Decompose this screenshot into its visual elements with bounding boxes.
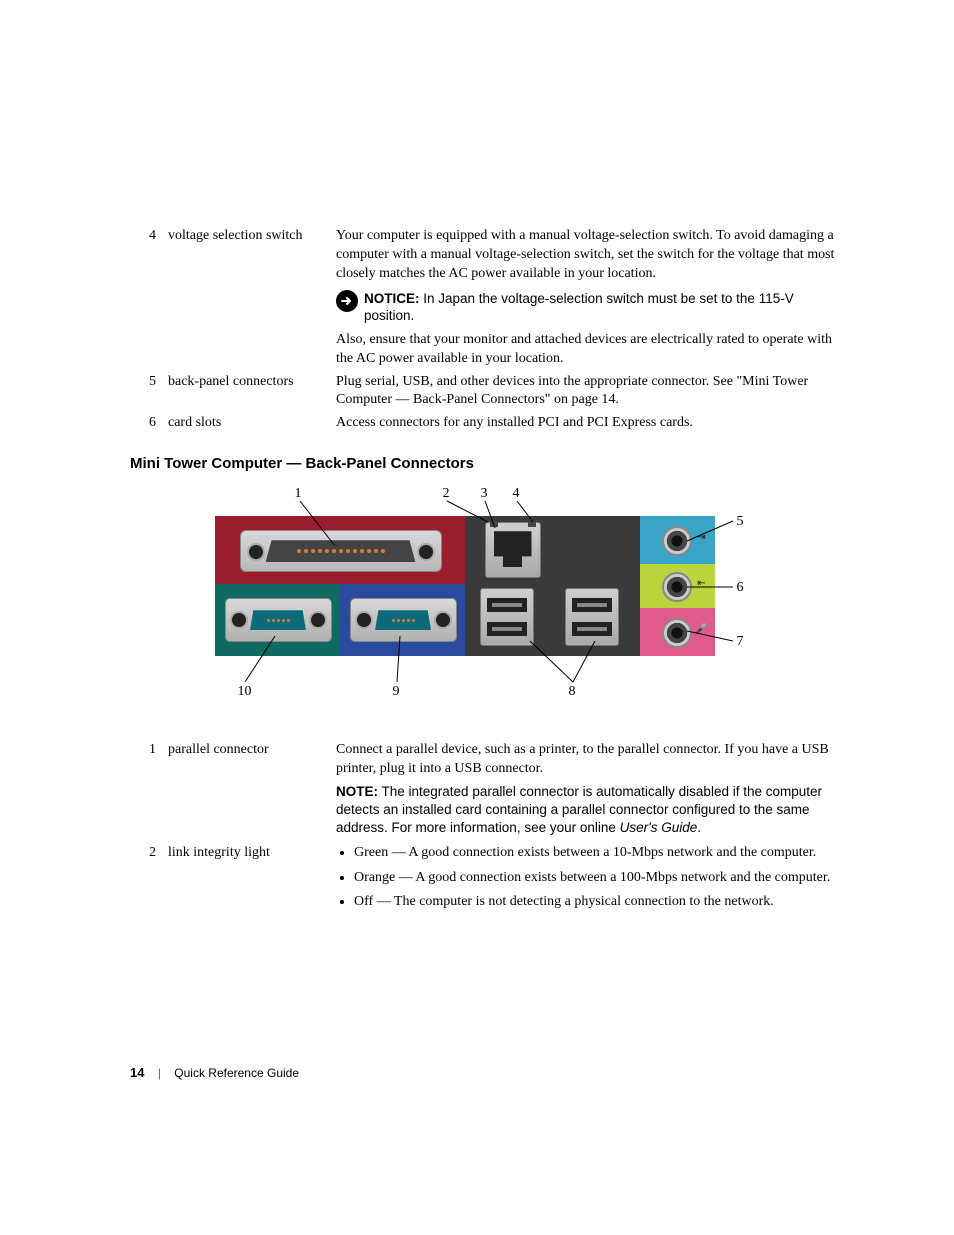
list-item: Green — A good connection exists between… — [354, 844, 835, 863]
callout-4: 4 — [513, 486, 520, 502]
parallel-pins — [266, 540, 416, 562]
note-tail: . — [697, 820, 701, 835]
serial-port-icon — [350, 598, 457, 642]
row-num: 1 — [130, 738, 164, 840]
screw-icon — [434, 611, 452, 629]
audio-jack-icon — [662, 618, 692, 648]
screw-icon — [417, 543, 435, 561]
note: NOTE: The integrated parallel connector … — [336, 783, 835, 838]
activity-light-icon — [528, 521, 536, 527]
row-label: parallel connector — [164, 738, 332, 840]
callout-7: 7 — [737, 634, 744, 650]
row-num: 2 — [130, 841, 164, 922]
back-panel-diagram: ⇥ ⇤ 🎤 1 2 3 4 5 6 7 8 9 10 — [135, 486, 835, 716]
line-out-zone: ⇤ — [640, 564, 715, 608]
row-label: card slots — [164, 412, 332, 435]
row-num: 4 — [130, 225, 164, 371]
usb-ports-icon — [565, 588, 619, 646]
notice-text: NOTICE: In Japan the voltage-selection s… — [364, 290, 835, 325]
line-in-zone: ⇥ — [640, 516, 715, 564]
row-label: link integrity light — [164, 841, 332, 922]
link-light-icon — [490, 521, 498, 527]
callout-9: 9 — [393, 684, 400, 700]
desc-text-2: Also, ensure that your monitor and attac… — [336, 331, 835, 369]
audio-jack-icon — [662, 572, 692, 602]
callout-2: 2 — [443, 486, 450, 502]
table-row: 2 link integrity light Green — A good co… — [130, 841, 839, 922]
top-table: 4 voltage selection switch Your computer… — [130, 225, 839, 435]
serial2-zone — [340, 584, 465, 656]
note-text: The integrated parallel connector is aut… — [336, 784, 822, 835]
callout-5: 5 — [737, 514, 744, 530]
screw-icon — [230, 611, 248, 629]
network-port-icon — [485, 522, 541, 578]
desc-text: Your computer is equipped with a manual … — [336, 227, 835, 284]
desc-text: Connect a parallel device, such as a pri… — [336, 741, 835, 779]
footer-title: Quick Reference Guide — [174, 1066, 299, 1080]
notice-label: NOTICE: — [364, 291, 420, 306]
bullet-list: Green — A good connection exists between… — [336, 844, 835, 913]
row-desc: Plug serial, USB, and other devices into… — [332, 371, 839, 413]
list-item: Off — The computer is not detecting a ph… — [354, 893, 835, 912]
screw-icon — [309, 611, 327, 629]
notice-body: In Japan the voltage-selection switch mu… — [364, 291, 794, 324]
serial-port-icon — [225, 598, 332, 642]
page-footer: 14 | Quick Reference Guide — [130, 1065, 299, 1080]
page-number: 14 — [130, 1065, 144, 1080]
callout-6: 6 — [737, 580, 744, 596]
row-label: voltage selection switch — [164, 225, 332, 371]
mic-zone: 🎤 — [640, 608, 715, 656]
callout-1: 1 — [295, 486, 302, 502]
usb-network-zone — [465, 516, 640, 656]
page: 4 voltage selection switch Your computer… — [0, 0, 954, 1235]
row-desc: Green — A good connection exists between… — [332, 841, 839, 922]
callout-3: 3 — [481, 486, 488, 502]
table-row: 1 parallel connector Connect a parallel … — [130, 738, 839, 840]
section-heading: Mini Tower Computer — Back-Panel Connect… — [130, 455, 839, 472]
table-row: 6 card slots Access connectors for any i… — [130, 412, 839, 435]
footer-separator: | — [158, 1066, 161, 1080]
parallel-port-icon — [240, 530, 442, 572]
parallel-zone — [215, 516, 465, 584]
note-label: NOTE: — [336, 784, 378, 799]
line-in-icon: ⇥ — [695, 532, 709, 543]
line-out-icon: ⇤ — [695, 578, 709, 589]
bottom-table: 1 parallel connector Connect a parallel … — [130, 738, 839, 921]
row-num: 6 — [130, 412, 164, 435]
row-label: back-panel connectors — [164, 371, 332, 413]
callout-8: 8 — [569, 684, 576, 700]
callout-10: 10 — [238, 684, 252, 700]
audio-jack-icon — [662, 526, 692, 556]
row-num: 5 — [130, 371, 164, 413]
row-desc: Connect a parallel device, such as a pri… — [332, 738, 839, 840]
screw-icon — [247, 543, 265, 561]
notice-arrow-icon — [336, 290, 358, 312]
row-desc: Access connectors for any installed PCI … — [332, 412, 839, 435]
screw-icon — [355, 611, 373, 629]
notice: NOTICE: In Japan the voltage-selection s… — [336, 290, 835, 325]
mic-icon: 🎤 — [695, 624, 709, 635]
table-row: 5 back-panel connectors Plug serial, USB… — [130, 371, 839, 413]
usb-ports-icon — [480, 588, 534, 646]
panel-bg: ⇥ ⇤ 🎤 — [215, 516, 715, 656]
note-italic: User's Guide — [620, 820, 698, 835]
table-row: 4 voltage selection switch Your computer… — [130, 225, 839, 371]
serial1-zone — [215, 584, 340, 656]
list-item: Orange — A good connection exists betwee… — [354, 869, 835, 888]
row-desc: Your computer is equipped with a manual … — [332, 225, 839, 371]
